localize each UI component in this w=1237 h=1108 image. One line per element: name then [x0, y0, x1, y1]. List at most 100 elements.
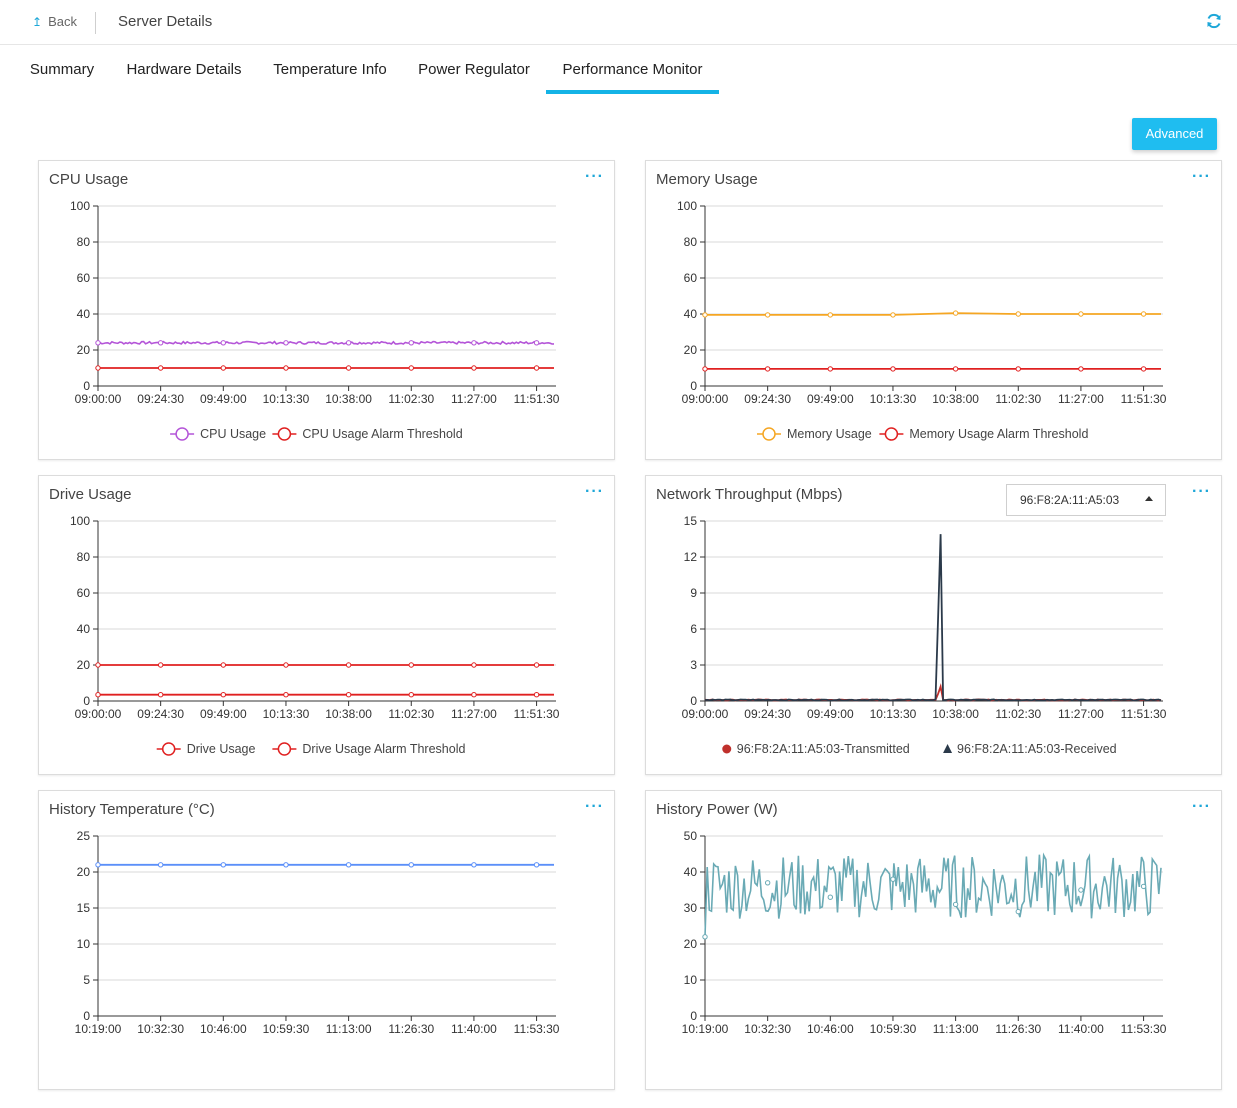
data-point: [408, 662, 414, 668]
data-point: [827, 894, 834, 900]
x-tick-label: 09:24:30: [137, 392, 184, 406]
tab-hardware-details[interactable]: Hardware Details: [126, 61, 242, 78]
data-point: [764, 880, 771, 886]
x-tick-label: 10:13:30: [263, 392, 310, 406]
y-tick-label: 40: [684, 865, 698, 879]
caret-up-icon: [1145, 496, 1153, 501]
more-icon[interactable]: ···: [585, 798, 604, 815]
x-tick-label: 11:51:30: [1121, 707, 1167, 721]
x-tick-label: 09:24:30: [744, 707, 791, 721]
data-point: [408, 692, 414, 698]
x-tick-label: 10:32:30: [744, 1022, 791, 1036]
more-icon[interactable]: ···: [585, 168, 604, 185]
x-tick-label: 11:27:00: [1058, 392, 1104, 406]
data-point: [1078, 311, 1084, 317]
tab-summary[interactable]: Summary: [29, 61, 95, 78]
data-point: [471, 662, 477, 668]
y-tick-label: 60: [77, 271, 91, 285]
network-throughput-panel: 0 3 6 9 12 15 09:00:00 09:24:30 09:49:00 10:13:30…: [645, 475, 1222, 775]
history-temperature-chart: 0 5 10 15 20 25 10:19:00 10:32:30 10:46:00 10:59:…: [75, 829, 560, 1036]
data-point: [533, 692, 540, 698]
y-tick-label: 5: [83, 973, 90, 987]
legend-marker: [722, 744, 732, 754]
data-point: [471, 862, 477, 868]
more-icon[interactable]: ···: [1192, 798, 1211, 815]
data-point: [345, 662, 352, 668]
y-tick-label: 20: [77, 865, 91, 879]
x-tick-label: 10:38:00: [932, 392, 979, 406]
x-tick-label: 11:13:00: [933, 1022, 979, 1036]
x-tick-label: 11:27:00: [451, 707, 497, 721]
y-tick-label: 60: [77, 586, 91, 600]
tab-performance-monitor[interactable]: Performance Monitor: [546, 52, 719, 94]
y-tick-label: 25: [77, 829, 91, 843]
data-point: [157, 340, 164, 346]
back-button[interactable]: ↥ Back: [32, 14, 77, 29]
x-tick-label: 09:00:00: [682, 392, 729, 406]
data-point: [345, 340, 352, 346]
x-tick-label: 11:02:30: [995, 707, 1041, 721]
x-tick-label: 11:51:30: [1121, 392, 1167, 406]
x-tick-label: 11:02:30: [388, 707, 434, 721]
data-point: [283, 365, 289, 371]
x-tick-label: 10:59:30: [870, 1022, 917, 1036]
device-select[interactable]: 96:F8:2A:11:A5:03: [1006, 484, 1166, 516]
data-point: [827, 312, 834, 318]
data-point: [220, 862, 227, 868]
x-tick-label: 11:40:00: [451, 1022, 497, 1036]
memory-usage-panel: Memory Usage ··· 0 20 40 60 80 100 09:00:00 09:…: [645, 160, 1222, 460]
series-line: [97, 340, 555, 345]
tab-power-regulator[interactable]: Power Regulator: [418, 61, 530, 78]
data-point: [408, 365, 414, 371]
y-tick-label: 0: [83, 1009, 90, 1023]
data-point: [345, 365, 352, 371]
x-tick-label: 09:00:00: [75, 392, 122, 406]
y-tick-label: 0: [690, 694, 697, 708]
x-tick-label: 09:24:30: [137, 707, 184, 721]
legend-marker: [161, 742, 176, 756]
data-point: [702, 934, 708, 940]
data-point: [95, 340, 101, 346]
data-point: [1078, 366, 1084, 372]
divider: [95, 12, 96, 34]
x-tick-label: 11:27:00: [1058, 707, 1104, 721]
more-icon[interactable]: ···: [1192, 483, 1211, 500]
data-point: [471, 340, 477, 346]
data-point: [952, 366, 959, 372]
panel-title: Memory Usage: [656, 171, 758, 188]
data-point: [1078, 887, 1084, 893]
legend-marker: [277, 427, 292, 441]
data-point: [471, 692, 477, 698]
x-tick-label: 10:13:30: [263, 707, 310, 721]
data-point: [1140, 366, 1147, 372]
x-tick-label: 10:19:00: [682, 1022, 729, 1036]
y-tick-label: 20: [684, 343, 698, 357]
y-tick-label: 0: [690, 379, 697, 393]
advanced-button[interactable]: Advanced: [1132, 118, 1217, 150]
data-point: [157, 692, 164, 698]
data-point: [1140, 311, 1147, 317]
y-tick-label: 0: [83, 694, 90, 708]
data-point: [220, 365, 227, 371]
y-tick-label: 0: [83, 379, 90, 393]
tab-temperature-info[interactable]: Temperature Info: [273, 61, 387, 78]
legend-label: 96:F8:2A:11:A5:03-Transmitted: [737, 742, 910, 756]
data-point: [890, 876, 896, 882]
drive-usage-chart: 0 20 40 60 80 100 09:00:00 09:24:30 09:49:00 10:1…: [70, 514, 560, 756]
x-tick-label: 10:19:00: [75, 1022, 122, 1036]
x-tick-label: 11:53:30: [514, 1022, 560, 1036]
y-tick-label: 100: [70, 199, 90, 213]
data-point: [95, 862, 101, 868]
data-point: [283, 340, 289, 346]
history-power-panel: History Power (W) ··· 0 10 20 30 40 50 10:19:0…: [645, 790, 1222, 1090]
data-point: [533, 862, 540, 868]
legend-marker: [762, 427, 776, 441]
legend-label: Memory Usage Alarm Threshold: [909, 427, 1088, 441]
refresh-icon[interactable]: [1205, 12, 1223, 30]
y-tick-label: 30: [684, 901, 698, 915]
y-tick-label: 20: [684, 937, 698, 951]
more-icon[interactable]: ···: [1192, 168, 1211, 185]
data-point: [157, 662, 164, 668]
data-point: [952, 310, 959, 316]
more-icon[interactable]: ···: [585, 483, 604, 500]
